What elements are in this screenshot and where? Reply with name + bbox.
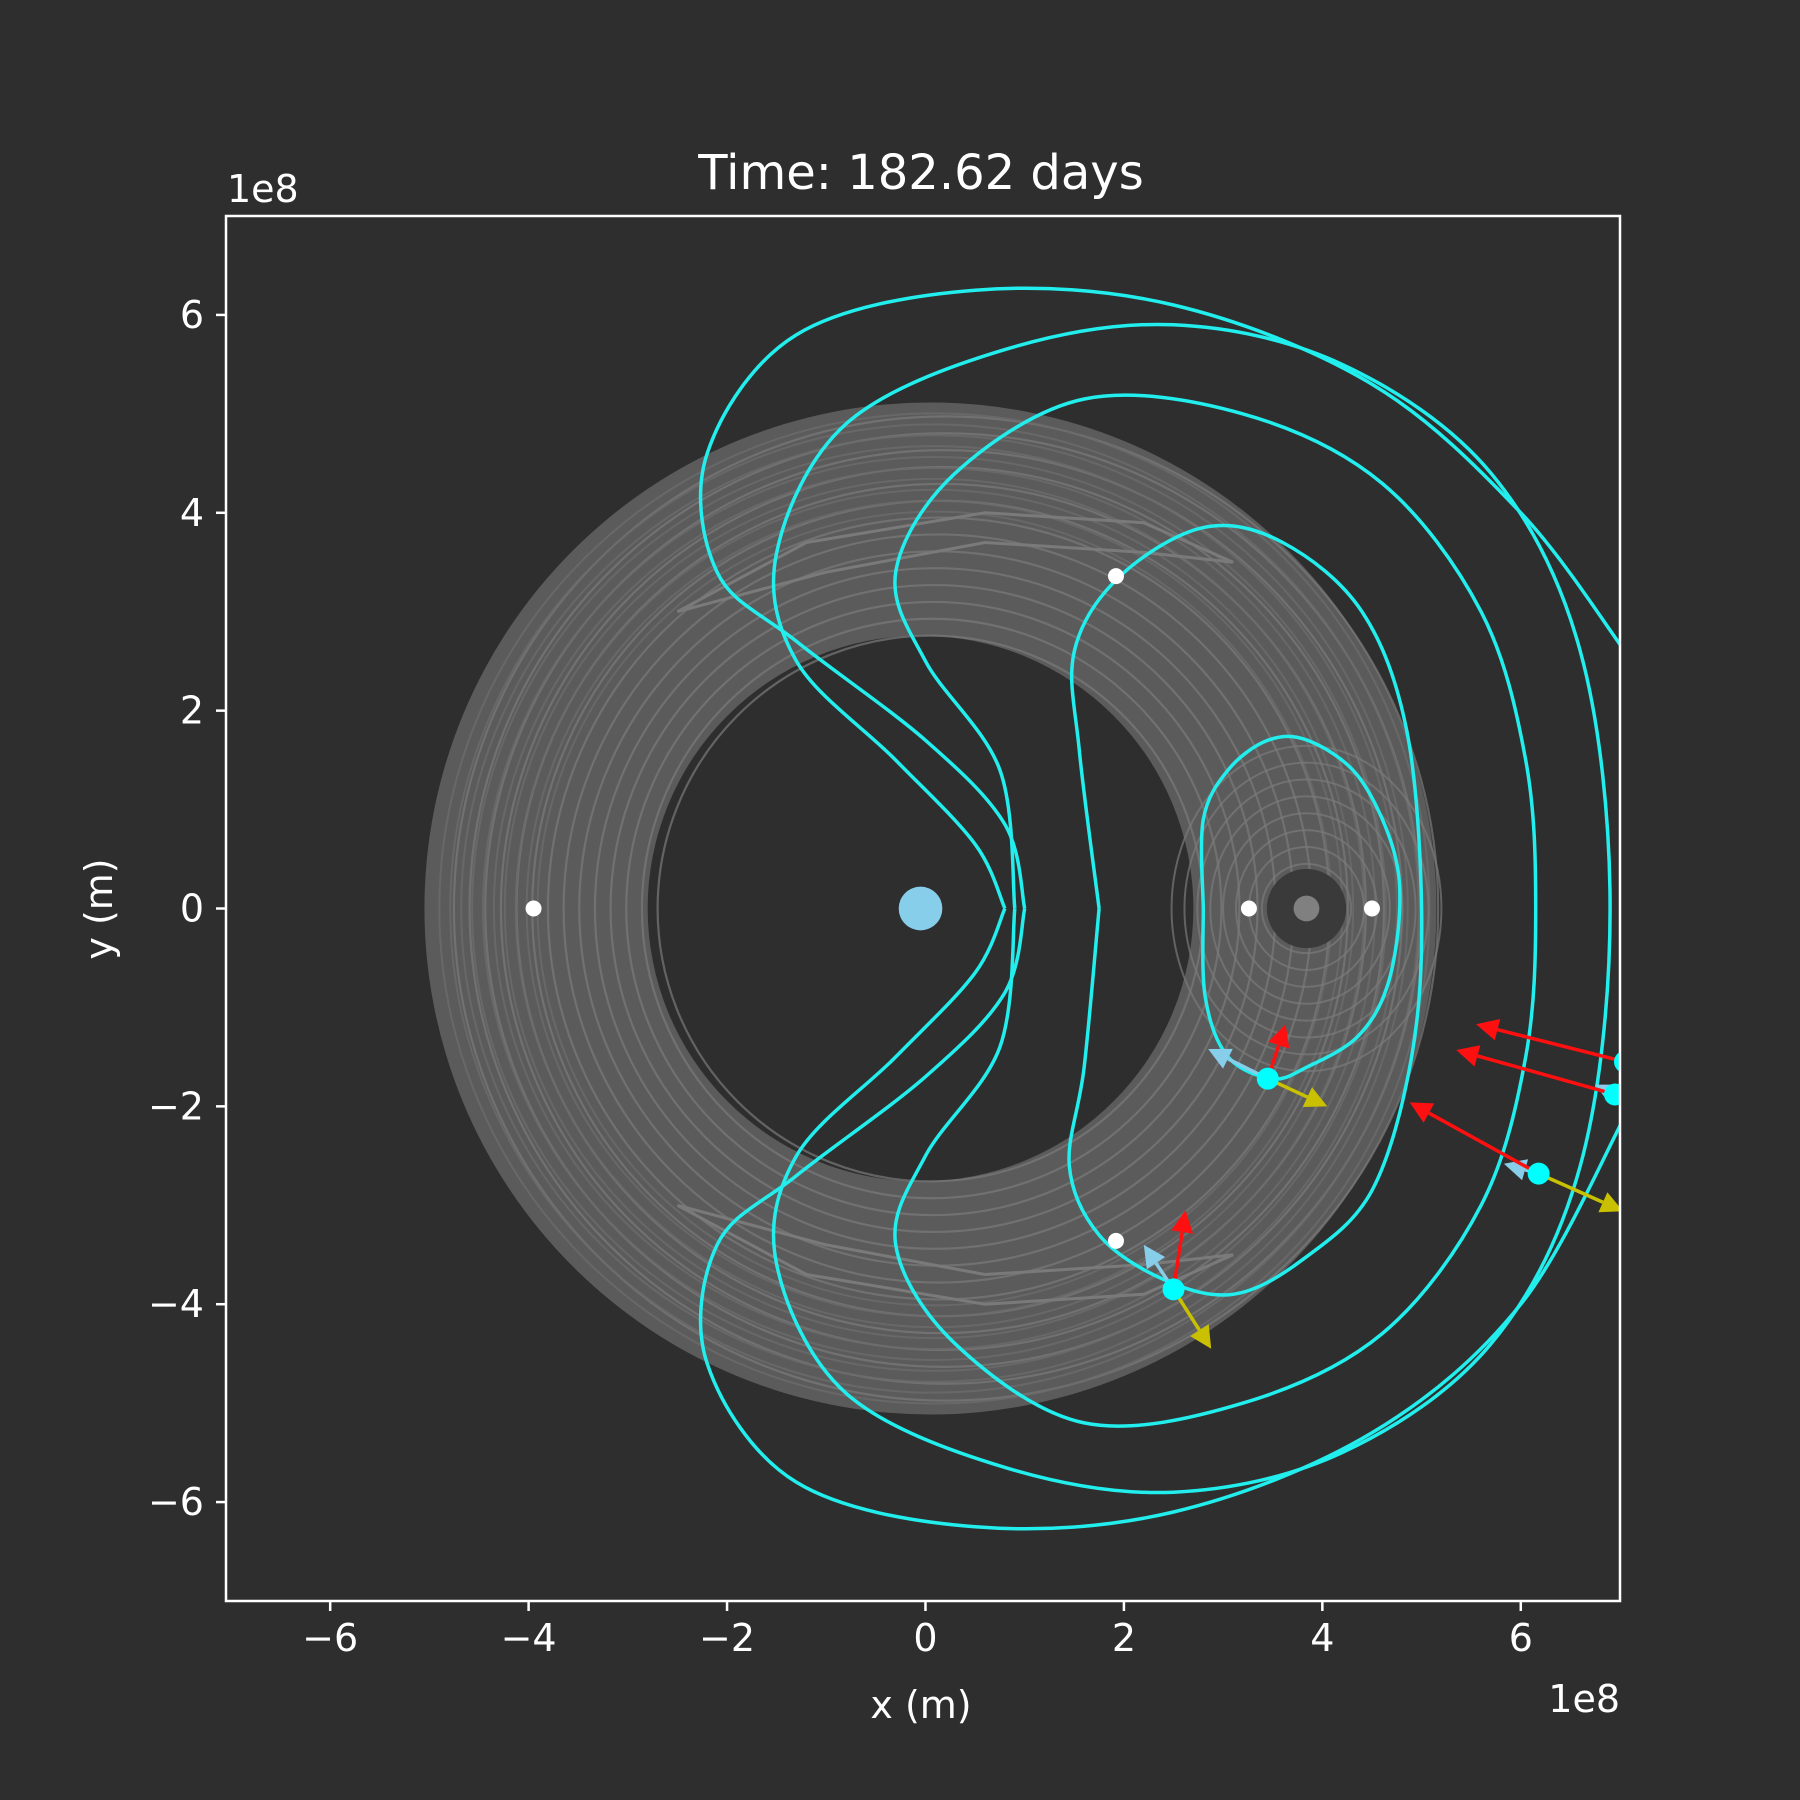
lagrange-point-marker	[525, 900, 542, 917]
arrow-shaft	[1497, 1027, 1620, 1063]
contour-line	[482, 456, 1387, 1361]
contour-line	[609, 583, 1259, 1234]
chart-title: Time: 182.62 days	[697, 145, 1143, 201]
x-tick-label: −2	[699, 1616, 755, 1660]
arrow-shaft	[1477, 1054, 1616, 1097]
test-particle-marker	[1604, 1083, 1620, 1106]
zero-velocity-curve	[893, 393, 1538, 1428]
contour-line	[625, 600, 1241, 1217]
arrow-head	[1476, 1019, 1501, 1041]
contour-line	[471, 445, 1398, 1372]
contour-line	[452, 415, 1440, 1402]
zero-velocity-curve	[771, 322, 1612, 1495]
x-tick-label: 2	[1112, 1616, 1136, 1660]
test-particle-marker	[1256, 1067, 1279, 1090]
test-particle-marker	[1527, 1162, 1550, 1185]
zero-velocity-curve	[1067, 523, 1424, 1297]
test-particle-marker	[1613, 1052, 1620, 1072]
arrow-head	[1409, 1102, 1435, 1123]
x-tick-label: −6	[302, 1616, 358, 1660]
x-axis-label: x (m)	[870, 1683, 971, 1727]
contour-line	[449, 423, 1420, 1394]
zero-velocity-curve	[698, 286, 1620, 909]
moon-contour	[1170, 744, 1443, 1073]
contour-line	[460, 434, 1409, 1383]
x-tick-label: 0	[913, 1616, 937, 1660]
y-offset-label: 1e8	[227, 167, 299, 211]
arrow-head	[1190, 1324, 1212, 1349]
contour-line	[499, 465, 1386, 1352]
moon-contour	[1209, 795, 1404, 1022]
contour-lobe	[676, 1203, 1234, 1306]
arrow-shaft	[1428, 1111, 1540, 1176]
arrow-head	[1143, 1244, 1166, 1270]
moon-contour	[1183, 761, 1430, 1056]
contour-line	[438, 412, 1431, 1405]
arrow-head	[1598, 1192, 1620, 1213]
moon-contour	[1260, 862, 1353, 955]
test-particle-marker	[1162, 1278, 1185, 1301]
moon-marker	[1293, 895, 1320, 922]
contour-lobe	[676, 511, 1234, 614]
zero-velocity-curve	[698, 908, 1620, 1531]
y-tick-label: 0	[180, 887, 204, 931]
x-tick-label: −4	[501, 1616, 557, 1660]
y-tick-label: 6	[180, 293, 204, 337]
arrow-head	[1171, 1210, 1193, 1234]
y-tick-label: −6	[148, 1480, 204, 1524]
earth-marker	[898, 886, 943, 931]
moon-contour	[1196, 778, 1417, 1039]
arrow-head	[1302, 1087, 1328, 1107]
y-tick-label: −4	[148, 1282, 204, 1326]
arrow-head	[1208, 1048, 1233, 1069]
lagrange-point-marker	[1240, 900, 1257, 917]
arrow-head	[1268, 1024, 1290, 1049]
x-tick-label: 4	[1310, 1616, 1334, 1660]
x-offset-label: 1e8	[1548, 1677, 1620, 1721]
contour-line	[514, 488, 1355, 1329]
y-axis-label: y (m)	[77, 858, 121, 959]
plot-area	[424, 286, 1620, 1531]
lagrange-point-marker	[1107, 568, 1124, 585]
axes: −6 −4 −2 0 2 4 6 −6 −4 −2 0 2 4 6	[148, 214, 1622, 1660]
lagrange-point-marker	[1363, 900, 1380, 917]
y-tick-label: −2	[148, 1084, 204, 1128]
y-tick-label: 4	[180, 491, 204, 535]
arrow-shaft	[1537, 1172, 1604, 1204]
lagrange-point-marker	[1107, 1232, 1124, 1249]
arrow-head	[1456, 1045, 1481, 1067]
contour-line	[640, 617, 1223, 1200]
y-tick-label: 2	[180, 689, 204, 733]
x-tick-label: 6	[1509, 1616, 1533, 1660]
moon-contour	[1222, 812, 1391, 1005]
